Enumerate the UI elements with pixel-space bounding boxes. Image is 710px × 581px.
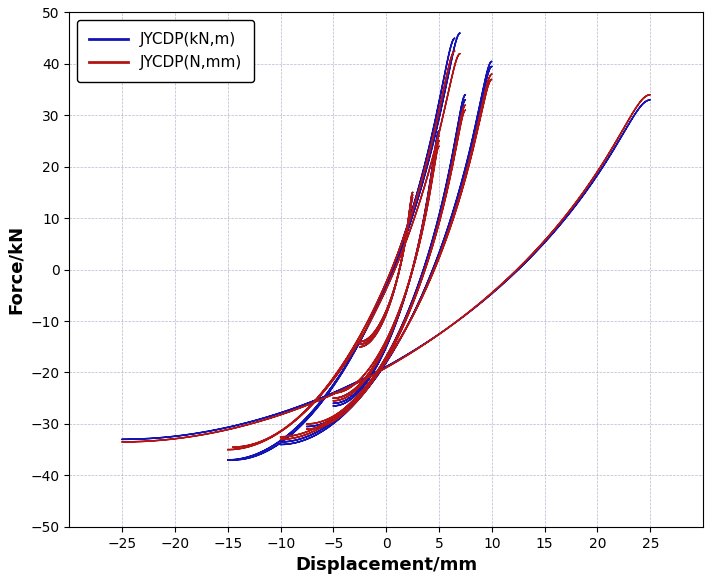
X-axis label: Displacement/mm: Displacement/mm [295, 556, 477, 574]
Legend: JYCDP(kN,m), JYCDP(N,mm): JYCDP(kN,m), JYCDP(N,mm) [77, 20, 254, 82]
Y-axis label: Force/kN: Force/kN [7, 225, 25, 314]
